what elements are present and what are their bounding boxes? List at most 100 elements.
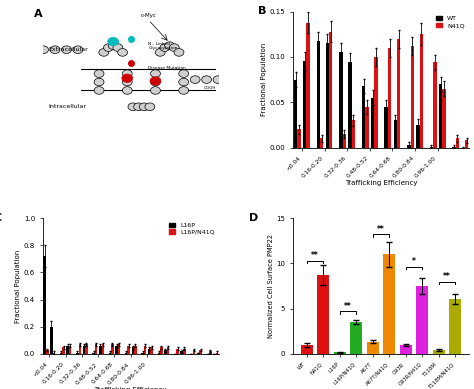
Bar bbox=[200, 350, 202, 354]
Circle shape bbox=[201, 76, 211, 83]
Bar bbox=[128, 346, 130, 354]
Circle shape bbox=[27, 55, 37, 62]
Bar bbox=[393, 120, 397, 147]
Bar bbox=[109, 353, 111, 354]
Circle shape bbox=[99, 49, 109, 56]
Text: Intracellular: Intracellular bbox=[48, 104, 86, 109]
Circle shape bbox=[155, 49, 165, 56]
Circle shape bbox=[113, 44, 123, 51]
Circle shape bbox=[118, 49, 128, 56]
Bar bbox=[101, 345, 104, 354]
Circle shape bbox=[151, 70, 160, 77]
Circle shape bbox=[169, 44, 179, 51]
X-axis label: Trafficking Efficiency: Trafficking Efficiency bbox=[94, 387, 167, 389]
Bar bbox=[125, 353, 128, 354]
Text: B: B bbox=[258, 6, 266, 16]
Bar bbox=[350, 322, 362, 354]
Circle shape bbox=[108, 42, 118, 49]
Y-axis label: Normalized Cell Surface PMP22: Normalized Cell Surface PMP22 bbox=[267, 234, 273, 338]
Bar bbox=[303, 61, 307, 147]
Text: **: ** bbox=[344, 301, 352, 310]
Bar bbox=[456, 138, 459, 147]
Text: D: D bbox=[249, 213, 258, 223]
Bar bbox=[79, 345, 81, 354]
Circle shape bbox=[94, 78, 104, 86]
Circle shape bbox=[27, 63, 37, 71]
Bar bbox=[343, 134, 346, 147]
Bar bbox=[62, 347, 65, 354]
Bar bbox=[449, 299, 461, 354]
Bar bbox=[318, 275, 329, 354]
Bar bbox=[334, 352, 346, 354]
Bar bbox=[209, 351, 211, 354]
Bar bbox=[60, 353, 62, 354]
Bar bbox=[76, 353, 79, 354]
Circle shape bbox=[103, 44, 113, 51]
Circle shape bbox=[150, 77, 161, 85]
Circle shape bbox=[27, 46, 37, 54]
Bar bbox=[301, 345, 313, 354]
Bar bbox=[410, 46, 414, 147]
Bar bbox=[183, 349, 186, 354]
Bar bbox=[419, 34, 423, 147]
Circle shape bbox=[160, 44, 170, 51]
Bar bbox=[407, 145, 410, 147]
Bar bbox=[46, 350, 48, 354]
Bar bbox=[92, 353, 95, 354]
Bar bbox=[416, 286, 428, 354]
Bar bbox=[339, 53, 343, 147]
Bar bbox=[433, 350, 445, 354]
Bar bbox=[416, 125, 419, 147]
Bar bbox=[197, 353, 200, 354]
Bar bbox=[383, 254, 395, 354]
Circle shape bbox=[38, 46, 48, 54]
Bar bbox=[148, 349, 150, 354]
Circle shape bbox=[94, 87, 104, 94]
Bar bbox=[66, 346, 69, 354]
Bar bbox=[294, 80, 297, 147]
Bar bbox=[465, 140, 468, 147]
Bar bbox=[400, 345, 412, 354]
Bar bbox=[297, 130, 301, 147]
Bar bbox=[365, 107, 369, 147]
Bar bbox=[176, 349, 179, 354]
Bar bbox=[320, 138, 323, 147]
Bar bbox=[374, 57, 378, 147]
Bar bbox=[69, 346, 72, 354]
Circle shape bbox=[122, 87, 132, 94]
Bar bbox=[134, 346, 137, 354]
Circle shape bbox=[134, 103, 144, 110]
Bar bbox=[352, 120, 355, 147]
Bar bbox=[216, 353, 218, 354]
Text: A: A bbox=[34, 9, 43, 19]
Bar bbox=[141, 353, 144, 354]
Circle shape bbox=[128, 103, 138, 110]
Bar bbox=[193, 350, 195, 354]
Circle shape bbox=[179, 70, 189, 77]
X-axis label: Trafficking Efficiency: Trafficking Efficiency bbox=[345, 180, 418, 186]
Bar bbox=[160, 347, 163, 354]
Bar bbox=[397, 39, 401, 147]
Circle shape bbox=[62, 46, 72, 54]
Circle shape bbox=[179, 87, 189, 94]
Circle shape bbox=[213, 76, 223, 83]
Bar bbox=[329, 32, 332, 147]
Text: Extracellular: Extracellular bbox=[48, 47, 88, 52]
Bar bbox=[384, 107, 388, 147]
Bar bbox=[157, 353, 160, 354]
Y-axis label: Fractional Population: Fractional Population bbox=[15, 249, 21, 323]
Text: *: * bbox=[412, 257, 416, 266]
Legend: L16P, L16P/N41Q: L16P, L16P/N41Q bbox=[167, 221, 216, 236]
Bar bbox=[167, 347, 169, 354]
Circle shape bbox=[145, 103, 155, 110]
Text: N - Linked
Glycosylation: N - Linked Glycosylation bbox=[148, 42, 178, 50]
Bar bbox=[388, 48, 392, 147]
Bar bbox=[317, 40, 320, 147]
Circle shape bbox=[164, 42, 174, 49]
Bar bbox=[85, 345, 88, 354]
Bar bbox=[371, 98, 374, 147]
Bar bbox=[164, 350, 167, 354]
Circle shape bbox=[151, 87, 160, 94]
Text: c-Myc: c-Myc bbox=[140, 13, 156, 18]
Bar bbox=[144, 346, 146, 354]
